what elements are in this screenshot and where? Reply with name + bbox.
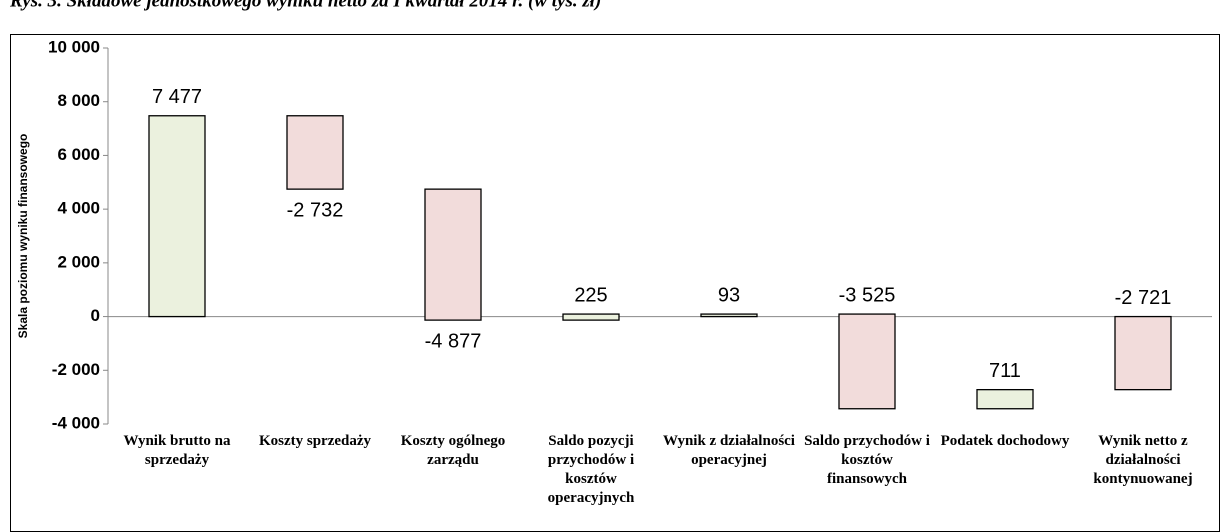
bar	[148, 115, 206, 318]
x-tick-label: Koszty sprzedaży	[258, 433, 372, 449]
y-tick-label: -4 000	[52, 413, 100, 432]
value-label: 711	[989, 360, 1021, 382]
x-tick-label: Wynik netto z działalności kontynuowanej	[1093, 433, 1193, 487]
value-label: -2 721	[1115, 287, 1172, 309]
value-label: 93	[718, 284, 740, 306]
bar	[700, 313, 758, 318]
bar	[286, 115, 344, 190]
y-tick-label: 4 000	[57, 199, 100, 218]
value-label: 225	[574, 284, 607, 306]
value-label: -4 877	[425, 330, 482, 352]
bar	[562, 313, 620, 321]
bar	[838, 313, 896, 410]
value-label: -3 525	[839, 284, 896, 306]
y-axis-title: Skala poziomu wyniku finansowego	[16, 134, 30, 339]
chart-title: Rys. 3. Składowe jednostkowego wyniku ne…	[9, 0, 601, 11]
bar	[424, 188, 482, 321]
y-tick-label: 10 000	[48, 37, 100, 56]
y-tick-label: -2 000	[52, 360, 100, 379]
x-tick-label: Saldo pozycji przychodów i kosztów opera…	[547, 433, 635, 506]
y-tick-label: 2 000	[57, 252, 100, 271]
value-label: -2 732	[287, 199, 344, 221]
y-tick-label: 8 000	[57, 91, 100, 110]
x-tick-label: Saldo przychodów i kosztów finansowych	[804, 433, 930, 487]
bar	[1114, 315, 1172, 391]
x-tick-label: Wynik brutto na sprzedaży	[123, 433, 231, 468]
bar	[976, 388, 1034, 410]
x-tick-label: Wynik z działalności operacyjnej	[663, 433, 795, 468]
y-tick-label: 0	[91, 306, 100, 325]
y-tick-label: 6 000	[57, 145, 100, 164]
value-label: 7 477	[152, 86, 202, 108]
x-tick-label: Podatek dochodowy	[940, 433, 1070, 449]
x-tick-label: Koszty ogólnego zarządu	[400, 433, 506, 468]
